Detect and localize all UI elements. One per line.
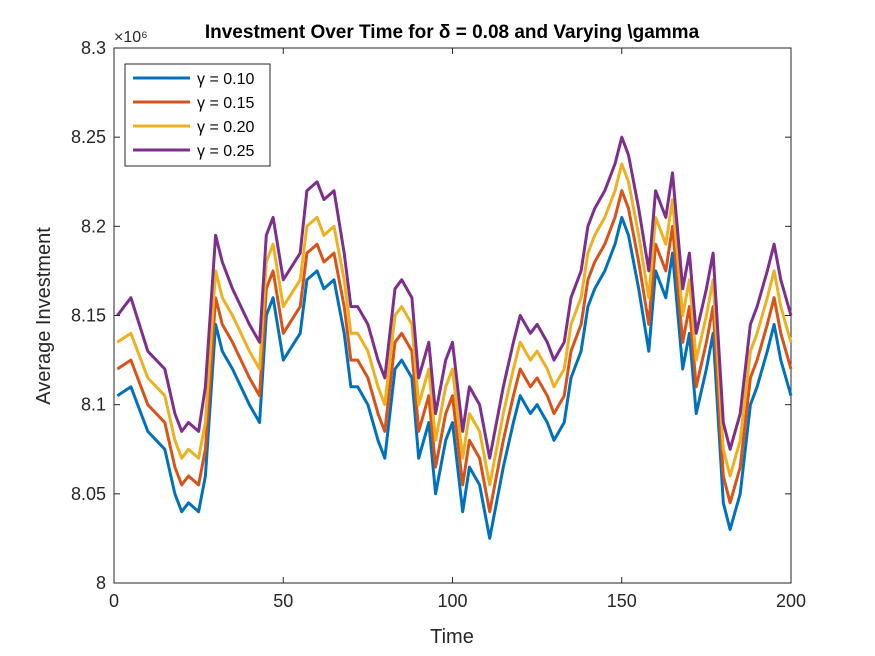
- y-tick-label: 8: [96, 573, 106, 593]
- x-tick-label: 50: [273, 591, 293, 611]
- y-tick-label: 8.2: [81, 216, 106, 236]
- series-line: [116, 162, 793, 487]
- y-tick-label: 8.15: [71, 306, 106, 326]
- x-axis-label: Time: [430, 626, 474, 648]
- y-tick-label: 8.05: [71, 484, 106, 504]
- series-layer: [116, 135, 793, 540]
- legend-label: γ = 0.15: [197, 95, 254, 112]
- y-tick-label: 8.25: [71, 127, 106, 147]
- chart-title: Investment Over Time for δ = 0.08 and Va…: [205, 22, 700, 43]
- legend-label: γ = 0.20: [197, 119, 254, 136]
- series-line: [116, 189, 793, 514]
- x-tick-label: 200: [776, 591, 806, 611]
- y-tick-label: 8.3: [81, 38, 106, 58]
- series-line: [116, 215, 793, 540]
- y-axis-label: Average Investment: [33, 227, 55, 405]
- x-tick-label: 100: [437, 591, 467, 611]
- series-line: [116, 135, 793, 460]
- axis-layer: 0 50 100 150 200 8 8.05 8.1 8.15 8.2 8.25 8.3: [71, 38, 806, 611]
- legend-label: γ = 0.25: [197, 143, 254, 160]
- x-tick-label: 150: [607, 591, 637, 611]
- legend: γ = 0.10 γ = 0.15 γ = 0.20 γ = 0.25: [124, 63, 271, 167]
- legend-label: γ = 0.10: [197, 71, 254, 88]
- y-tick-label: 8.1: [81, 395, 106, 415]
- x-tick-label: 0: [109, 591, 119, 611]
- y-axis-exponent: ×10⁶: [114, 29, 148, 46]
